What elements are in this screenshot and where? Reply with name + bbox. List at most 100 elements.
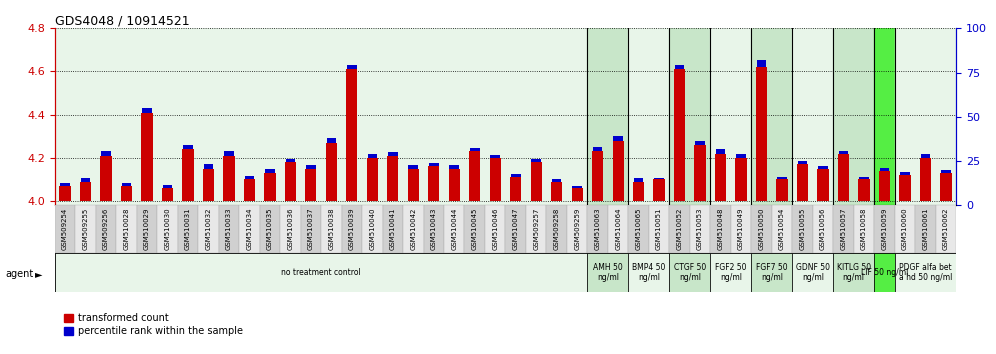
Text: PDGF alfa bet
a hd 50 ng/ml: PDGF alfa bet a hd 50 ng/ml [898, 263, 952, 282]
Text: GSM510041: GSM510041 [389, 208, 395, 250]
Bar [387, 156, 398, 201]
Text: GSM510045: GSM510045 [472, 208, 478, 250]
Text: GSM510034: GSM510034 [246, 208, 252, 250]
Bar [941, 170, 951, 173]
Bar [859, 179, 870, 201]
Bar [363, 205, 382, 253]
Bar [935, 205, 956, 253]
Bar [731, 205, 751, 253]
Bar [224, 152, 234, 156]
Bar [613, 141, 623, 201]
Bar [818, 169, 829, 201]
Bar [136, 205, 157, 253]
Bar [777, 177, 787, 179]
Bar [141, 113, 152, 201]
Bar [448, 169, 460, 201]
Bar [305, 169, 317, 201]
Text: no treatment control: no treatment control [281, 268, 361, 277]
Bar [710, 253, 751, 292]
Text: GSM510064: GSM510064 [616, 208, 622, 250]
Text: GSM510054: GSM510054 [779, 208, 785, 250]
Bar [121, 186, 132, 201]
Bar [573, 186, 582, 188]
Bar [695, 141, 705, 145]
Bar [511, 175, 521, 177]
Bar [854, 205, 874, 253]
Bar [203, 164, 213, 169]
Text: GSM510063: GSM510063 [595, 208, 601, 250]
Bar [567, 205, 588, 253]
Text: FGF2 50
ng/ml: FGF2 50 ng/ml [715, 263, 747, 282]
Text: GSM509255: GSM509255 [83, 208, 89, 250]
Bar [818, 166, 828, 169]
Bar [874, 28, 894, 205]
Bar [834, 28, 874, 205]
Bar [280, 205, 301, 253]
Bar [899, 175, 910, 201]
Text: GSM510062: GSM510062 [943, 208, 949, 250]
Bar [510, 177, 521, 201]
Text: GSM510055: GSM510055 [800, 208, 806, 250]
Bar [245, 176, 254, 179]
Text: GSM510061: GSM510061 [922, 208, 928, 250]
Bar [239, 205, 260, 253]
Bar [260, 205, 280, 253]
Bar [834, 253, 874, 292]
Text: GSM510044: GSM510044 [451, 208, 457, 250]
Bar [101, 156, 112, 201]
Bar [628, 205, 648, 253]
Bar [368, 154, 377, 158]
Bar [264, 173, 276, 201]
Bar [777, 179, 788, 201]
Bar [675, 65, 684, 69]
Text: LIF 50 ng/ml: LIF 50 ng/ml [861, 268, 908, 277]
Bar [797, 164, 808, 201]
Bar [526, 205, 547, 253]
Bar [60, 186, 71, 201]
Bar [547, 205, 567, 253]
Bar [894, 28, 956, 205]
Bar [223, 156, 234, 201]
Bar [772, 205, 792, 253]
Bar [464, 205, 485, 253]
Text: GSM510058: GSM510058 [861, 208, 867, 250]
Bar [839, 151, 849, 154]
Bar [532, 159, 541, 162]
Bar [444, 205, 464, 253]
Bar [403, 205, 423, 253]
Bar [423, 205, 444, 253]
Bar [735, 158, 747, 201]
Text: GSM510048: GSM510048 [717, 208, 723, 250]
Bar [813, 205, 834, 253]
Text: GSM510056: GSM510056 [820, 208, 826, 250]
Bar [614, 136, 622, 141]
Bar [633, 178, 643, 182]
Bar [751, 28, 792, 205]
Text: GSM510042: GSM510042 [410, 208, 416, 250]
Bar [490, 158, 501, 201]
Bar [756, 67, 767, 201]
Bar [920, 154, 930, 158]
Bar [694, 145, 706, 201]
Bar [653, 179, 664, 201]
Bar [860, 177, 869, 179]
Text: KITLG 50
ng/ml: KITLG 50 ng/ml [837, 263, 871, 282]
Bar [874, 205, 894, 253]
Bar [551, 182, 563, 201]
Bar [161, 188, 173, 201]
Text: GSM510057: GSM510057 [841, 208, 847, 250]
Bar [751, 205, 772, 253]
Bar [157, 205, 177, 253]
Text: CTGF 50
ng/ml: CTGF 50 ng/ml [673, 263, 706, 282]
Bar [388, 152, 397, 156]
Bar [327, 138, 336, 143]
Bar [490, 155, 500, 158]
Bar [834, 205, 854, 253]
Bar [367, 158, 377, 201]
Text: GSM510039: GSM510039 [349, 208, 355, 250]
Bar [792, 28, 834, 205]
Bar [102, 152, 111, 156]
Bar [710, 205, 731, 253]
Bar [751, 253, 792, 292]
Text: GSM510043: GSM510043 [430, 208, 437, 250]
